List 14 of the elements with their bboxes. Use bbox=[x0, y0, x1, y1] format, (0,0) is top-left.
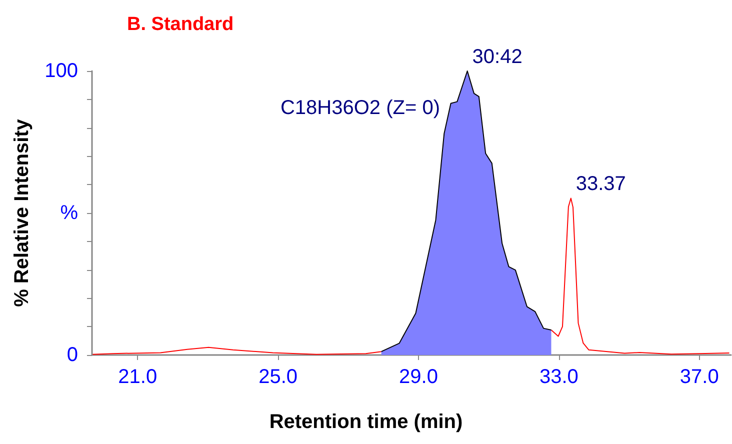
y-tick-label: % bbox=[60, 202, 78, 224]
x-axis-title: Retention time (min) bbox=[269, 411, 463, 433]
x-tick-label: 21.0 bbox=[118, 366, 158, 388]
x-tick-label: 33.0 bbox=[539, 366, 578, 388]
y-axis-title: % Relative Intensity bbox=[11, 118, 33, 307]
x-tick-label: 25.0 bbox=[258, 366, 298, 388]
x-tick-label: 29.0 bbox=[399, 366, 438, 388]
y-tick-label: 100 bbox=[44, 60, 78, 82]
annotation: C18H36O2 (Z= 0) bbox=[280, 97, 440, 119]
annotation: 30:42 bbox=[472, 46, 522, 68]
y-tick-label: 0 bbox=[66, 344, 78, 366]
x-tick-label: 37.0 bbox=[680, 366, 719, 388]
annotation: 33.37 bbox=[576, 173, 626, 196]
chart-title: B. Standard bbox=[127, 14, 234, 35]
